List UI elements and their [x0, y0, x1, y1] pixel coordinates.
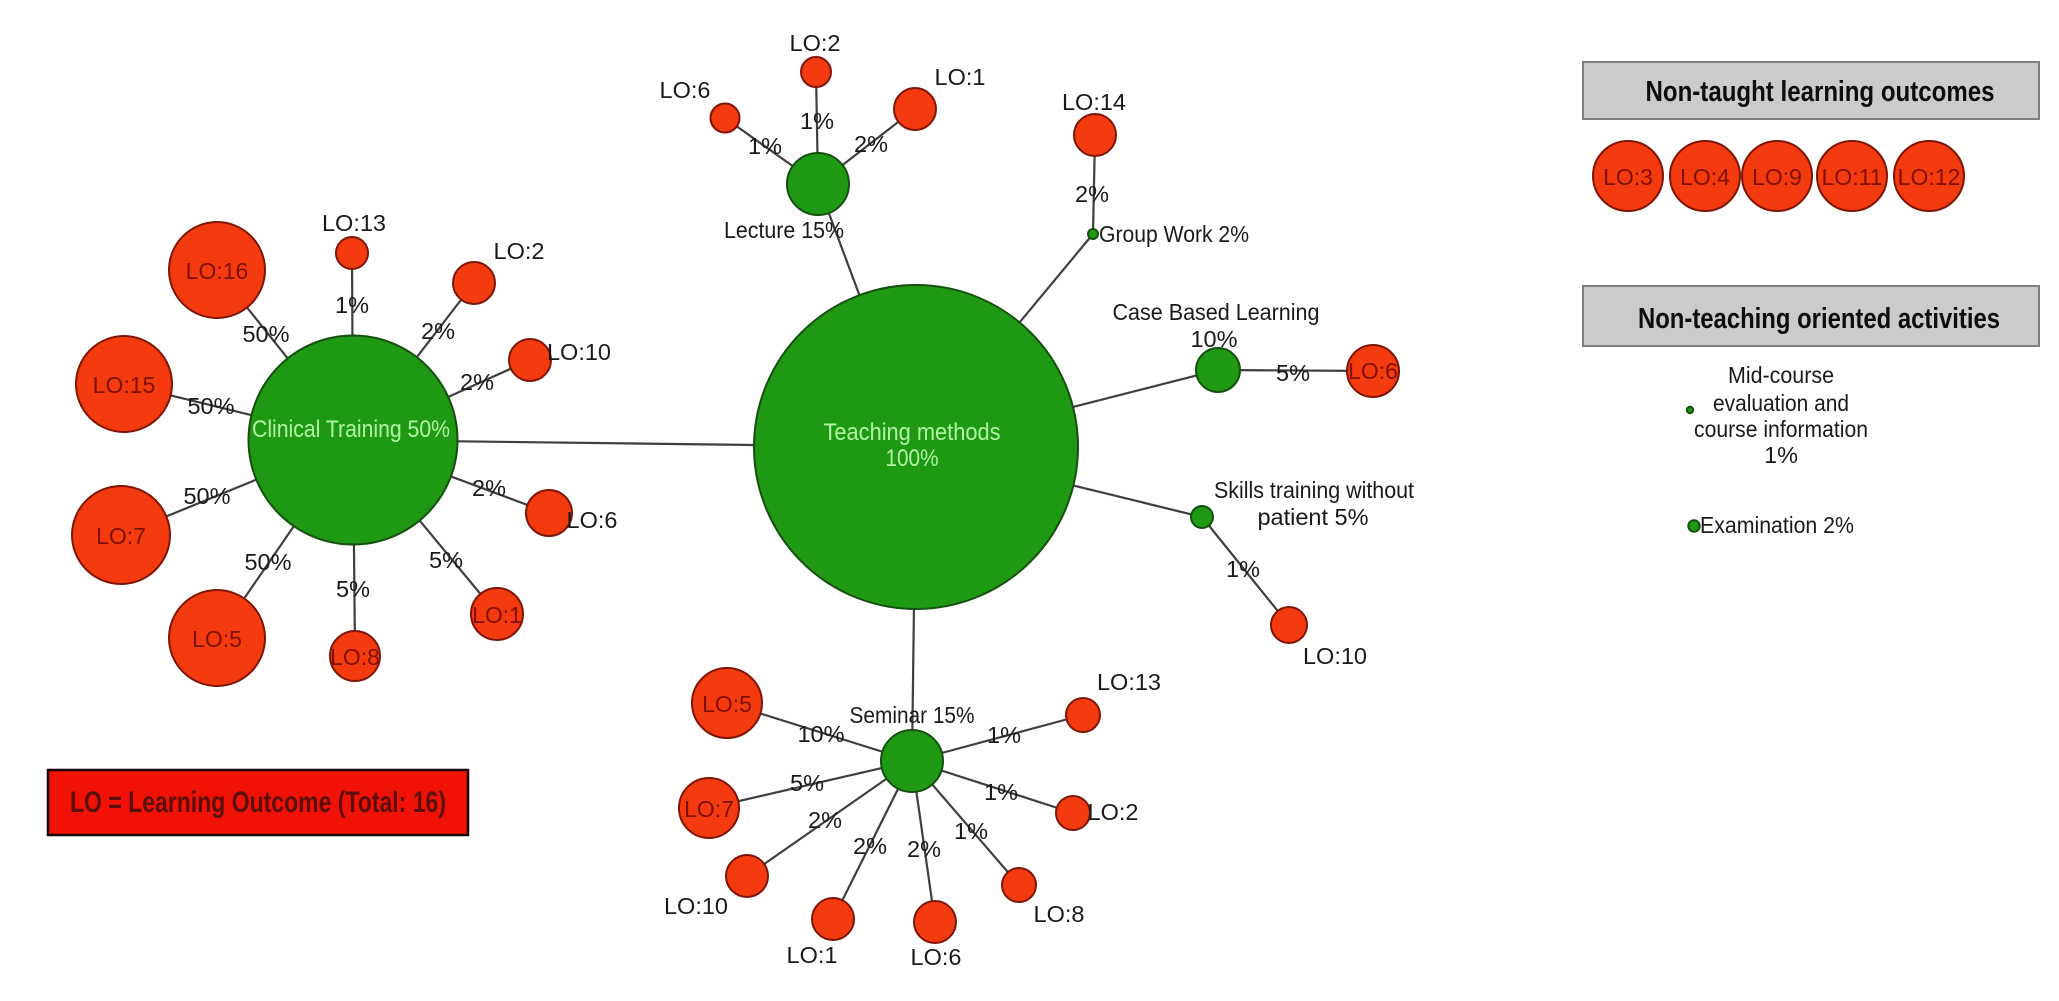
- svg-text:LO:6: LO:6: [660, 77, 711, 103]
- svg-text:LO:11: LO:11: [1822, 164, 1883, 190]
- svg-text:Clinical Training 50%: Clinical Training 50%: [252, 416, 450, 443]
- svg-text:2%: 2%: [854, 131, 888, 157]
- svg-text:LO:5: LO:5: [192, 626, 242, 652]
- svg-text:50%: 50%: [187, 393, 234, 419]
- svg-text:LO:10: LO:10: [1303, 643, 1367, 669]
- svg-text:LO:7: LO:7: [684, 796, 734, 822]
- svg-text:LO:8: LO:8: [330, 644, 380, 670]
- svg-text:LO:12: LO:12: [1898, 164, 1961, 190]
- svg-text:1%: 1%: [1764, 442, 1798, 468]
- svg-text:LO:10: LO:10: [547, 339, 611, 365]
- svg-text:course information: course information: [1694, 416, 1868, 442]
- svg-text:5%: 5%: [336, 576, 370, 602]
- svg-text:5%: 5%: [790, 770, 824, 796]
- svg-text:Teaching methods: Teaching methods: [824, 419, 1001, 446]
- svg-text:Skills training without: Skills training without: [1214, 477, 1414, 503]
- svg-text:2%: 2%: [907, 836, 941, 862]
- svg-text:2%: 2%: [853, 833, 887, 859]
- svg-text:50%: 50%: [183, 483, 230, 509]
- svg-text:evaluation and: evaluation and: [1713, 390, 1849, 416]
- svg-text:LO:2: LO:2: [1088, 799, 1139, 825]
- svg-text:Lecture 15%: Lecture 15%: [724, 217, 844, 243]
- svg-text:1%: 1%: [335, 292, 369, 318]
- svg-text:10%: 10%: [797, 721, 844, 747]
- svg-text:2%: 2%: [472, 475, 506, 501]
- svg-text:1%: 1%: [987, 722, 1021, 748]
- svg-text:LO:2: LO:2: [494, 238, 545, 264]
- svg-text:LO:1: LO:1: [472, 602, 522, 628]
- svg-text:1%: 1%: [954, 818, 988, 844]
- svg-text:LO:15: LO:15: [93, 372, 156, 398]
- svg-text:2%: 2%: [1075, 181, 1109, 207]
- svg-text:10%: 10%: [1190, 326, 1237, 352]
- svg-text:1%: 1%: [984, 779, 1018, 805]
- svg-text:Non-taught learning outcomes: Non-taught learning outcomes: [1646, 76, 1995, 108]
- svg-text:LO:6: LO:6: [1348, 358, 1398, 384]
- svg-text:LO:5: LO:5: [702, 691, 752, 717]
- svg-text:2%: 2%: [808, 807, 842, 833]
- svg-text:100%: 100%: [886, 445, 939, 472]
- svg-text:Non-teaching oriented activiti: Non-teaching oriented activities: [1638, 303, 2000, 335]
- svg-text:LO:13: LO:13: [322, 210, 386, 236]
- svg-text:LO:14: LO:14: [1062, 89, 1126, 115]
- svg-text:LO:10: LO:10: [664, 893, 728, 919]
- svg-text:1%: 1%: [800, 108, 834, 134]
- svg-text:LO:2: LO:2: [790, 30, 841, 56]
- svg-text:50%: 50%: [242, 321, 289, 347]
- svg-text:LO:7: LO:7: [96, 523, 146, 549]
- svg-text:50%: 50%: [244, 549, 291, 575]
- svg-text:1%: 1%: [1226, 556, 1260, 582]
- svg-text:2%: 2%: [460, 369, 494, 395]
- svg-text:LO:6: LO:6: [911, 944, 962, 970]
- svg-text:LO:1: LO:1: [787, 942, 838, 968]
- svg-text:5%: 5%: [429, 547, 463, 573]
- svg-text:1%: 1%: [748, 133, 782, 159]
- svg-text:2%: 2%: [421, 318, 455, 344]
- svg-text:LO:6: LO:6: [567, 507, 618, 533]
- svg-text:LO:3: LO:3: [1603, 164, 1653, 190]
- svg-text:LO:16: LO:16: [186, 258, 249, 284]
- svg-text:Examination 2%: Examination 2%: [1700, 512, 1854, 538]
- svg-text:Mid-course: Mid-course: [1728, 362, 1834, 388]
- svg-text:patient 5%: patient 5%: [1257, 504, 1368, 530]
- svg-text:LO:1: LO:1: [935, 64, 986, 90]
- svg-text:5%: 5%: [1276, 360, 1310, 386]
- svg-text:LO:9: LO:9: [1752, 164, 1802, 190]
- svg-text:Case Based Learning: Case Based Learning: [1113, 299, 1320, 325]
- svg-text:LO:13: LO:13: [1097, 669, 1161, 695]
- svg-text:LO:4: LO:4: [1680, 164, 1730, 190]
- svg-text:Group Work 2%: Group Work 2%: [1099, 221, 1249, 247]
- svg-text:Seminar 15%: Seminar 15%: [850, 702, 975, 728]
- svg-text:LO:8: LO:8: [1034, 901, 1085, 927]
- svg-text:LO = Learning Outcome (Total:: LO = Learning Outcome (Total: 16): [70, 786, 446, 819]
